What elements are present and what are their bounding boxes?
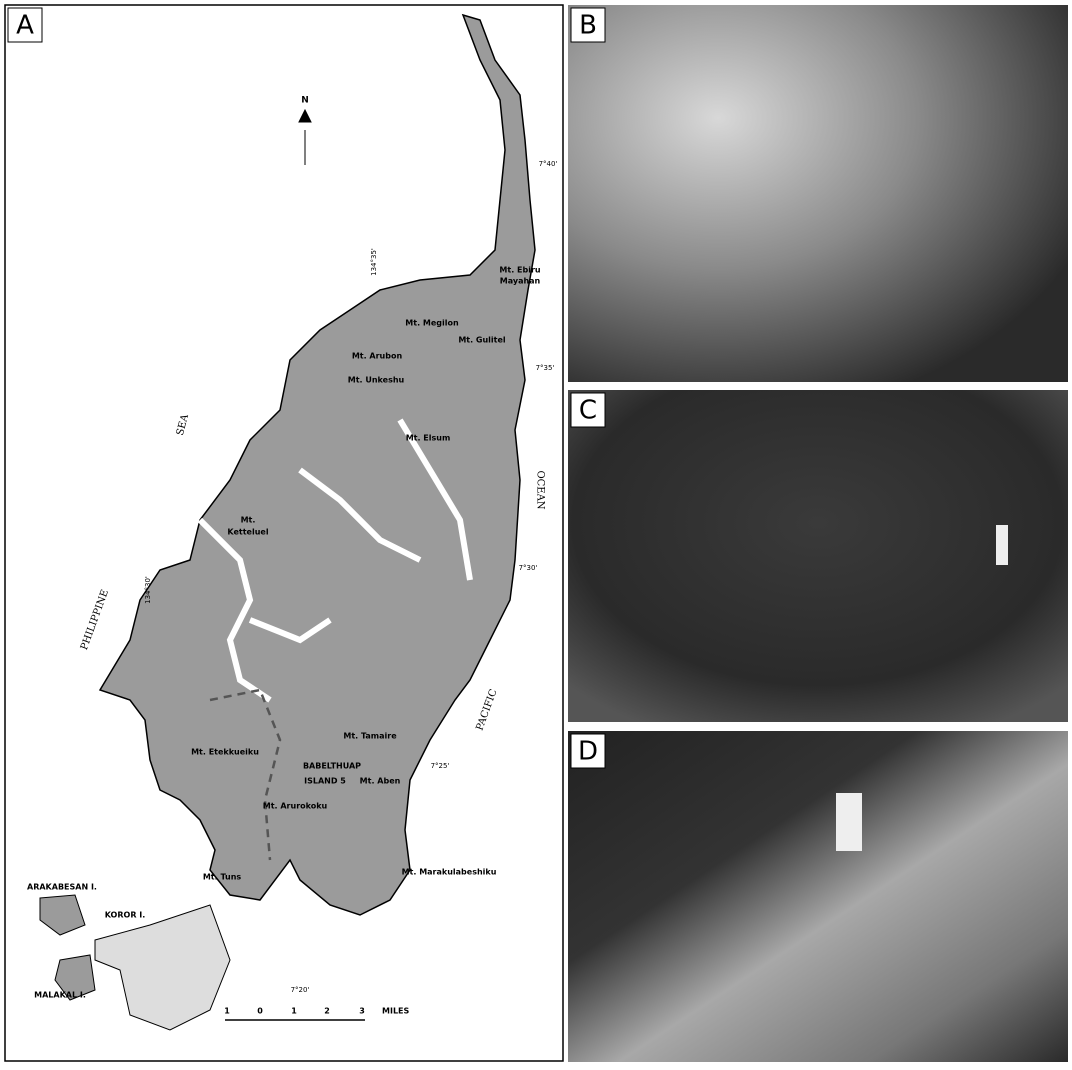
place-label: Mt. Tamaire: [343, 732, 397, 741]
place-label: Mt. Megilon: [405, 319, 459, 328]
place-label: Mt. Ebiru: [499, 266, 540, 275]
place-label: ISLAND 5: [304, 777, 346, 786]
place-label: Mt. Gulitel: [458, 336, 506, 345]
place-label: BABELTHUAP: [303, 762, 361, 771]
panel-label: A: [16, 11, 34, 41]
scale-card: [836, 793, 862, 851]
place-label: Mt. Marakulabeshiku: [402, 868, 497, 877]
place-label: Mt. Etekkueiku: [191, 748, 259, 757]
place-label: Mt. Aben: [360, 777, 401, 786]
scale-label: 1: [291, 1007, 297, 1016]
scale-card: [996, 525, 1008, 565]
scale-label: MILES: [382, 1007, 410, 1016]
photo-b: [568, 5, 1068, 382]
place-label: MALAKAL I.: [34, 991, 86, 1000]
place-label: KOROR I.: [105, 911, 146, 920]
place-label: Mt. Tuns: [203, 873, 242, 882]
place-label: Mt.: [241, 516, 256, 525]
scale-label: 2: [324, 1007, 330, 1016]
sea-label: OCEAN: [535, 470, 546, 509]
coord-label: 7°30': [519, 564, 538, 572]
place-label: Mt. Unkeshu: [348, 376, 405, 385]
scale-label: 0: [257, 1007, 263, 1016]
scale-label: 1: [224, 1007, 230, 1016]
scale-label: 3: [359, 1007, 365, 1016]
coord-label: 7°25': [431, 762, 450, 770]
coord-label: 7°35': [536, 364, 555, 372]
place-label: Ketteluel: [227, 528, 268, 537]
figure: A B C D N Mt. Megilon Mt. Gulitel Mt. Ebiru Maya…: [0, 0, 1072, 1066]
place-label: Mayahan: [500, 277, 541, 286]
panel-label: D: [578, 737, 598, 767]
coord-label: 134°35': [370, 248, 378, 276]
place-label: Mt. Arubon: [352, 352, 403, 361]
place-label: Mt. Elsum: [406, 434, 451, 443]
panel-label: B: [579, 11, 597, 41]
place-label: ARAKABESAN I.: [27, 883, 97, 892]
coord-label: 7°20': [291, 986, 310, 994]
photo-c: [568, 390, 1068, 722]
place-label: Mt. Arurokoku: [263, 802, 328, 811]
panel-label: C: [579, 396, 597, 426]
photo-d: [568, 731, 1068, 1062]
coord-label: 134°30': [144, 576, 152, 604]
north-label: N: [301, 96, 309, 106]
coord-label: 7°40': [539, 160, 558, 168]
